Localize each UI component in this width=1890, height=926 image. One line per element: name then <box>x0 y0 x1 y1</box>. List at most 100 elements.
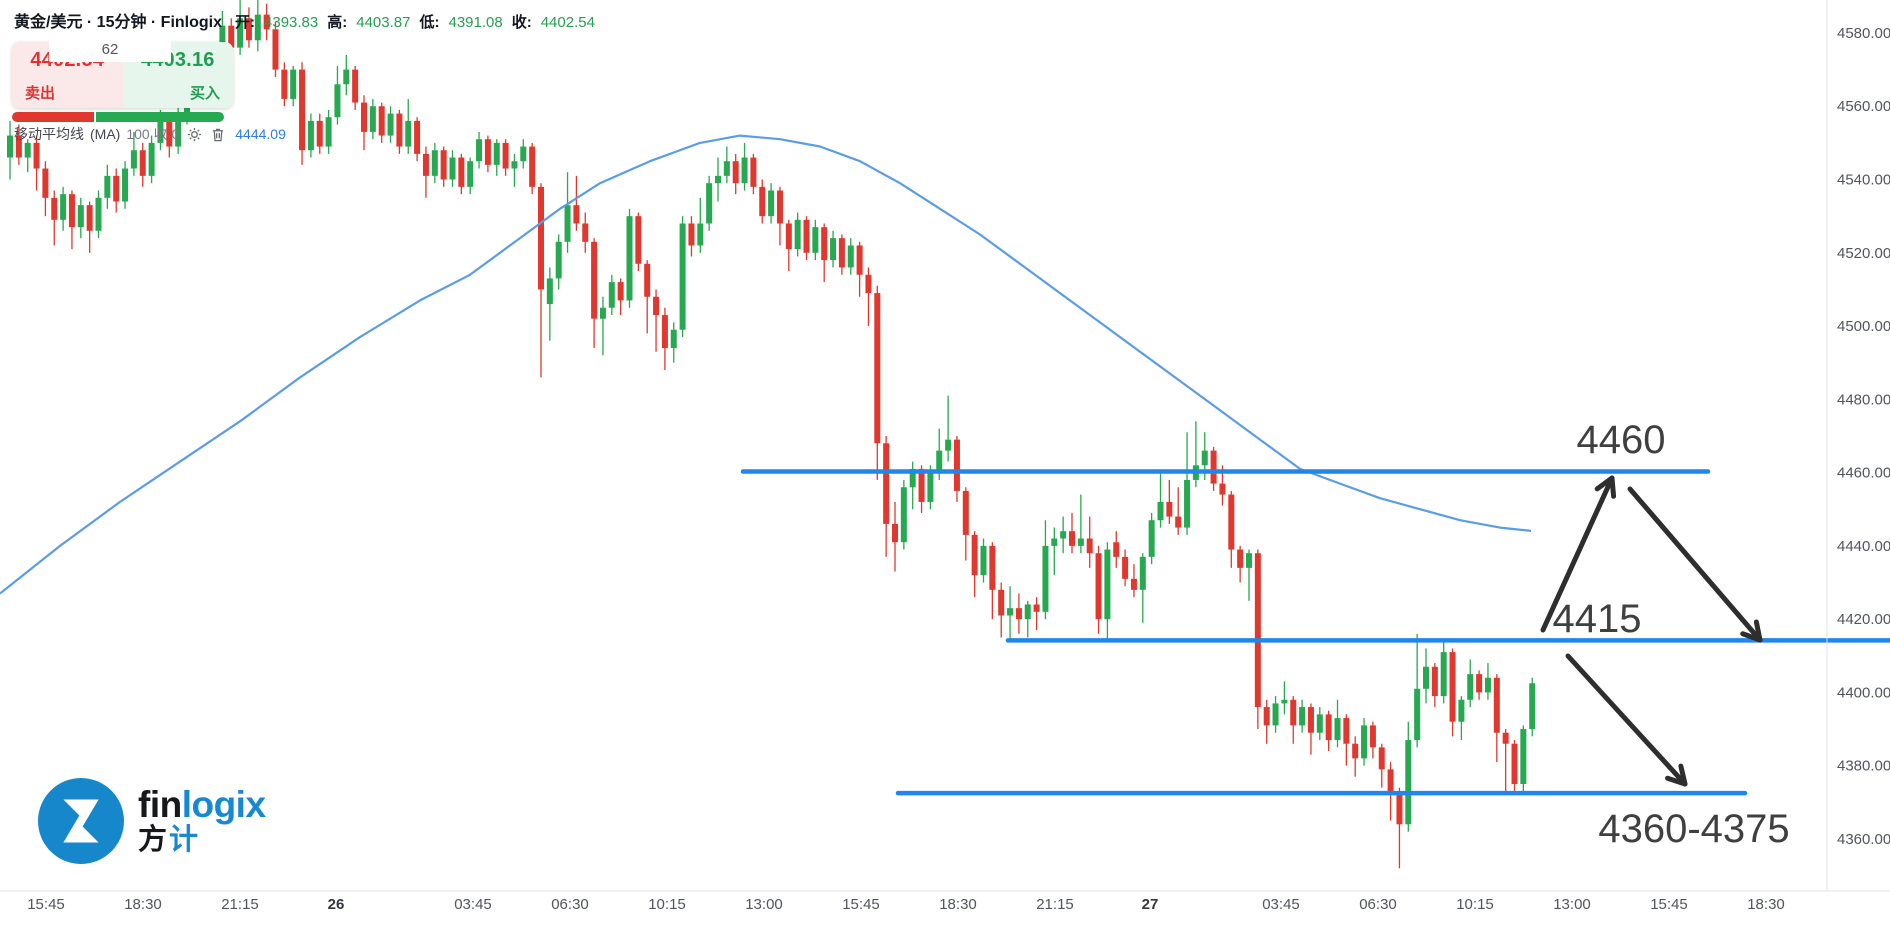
candle <box>15 124 22 165</box>
candle <box>484 135 491 173</box>
annotation-4415[interactable]: 4415 <box>1553 597 1642 641</box>
candle <box>1077 494 1084 554</box>
candle <box>166 117 173 158</box>
annotation-4360-4375[interactable]: 4360-4375 <box>1598 807 1789 851</box>
indicator-row: 移动平均线 (MA) 100 收 0 4444.09 <box>14 124 286 144</box>
candle <box>661 307 668 371</box>
candle <box>617 278 624 316</box>
candle <box>334 65 341 125</box>
candle <box>1467 659 1474 708</box>
candle <box>77 197 84 239</box>
candle <box>1493 674 1500 763</box>
candle <box>1166 479 1173 524</box>
candle <box>980 538 987 583</box>
trash-icon[interactable] <box>209 125 227 143</box>
candle <box>715 157 721 202</box>
logo-word-fin: fin <box>138 784 182 826</box>
candle <box>723 146 730 184</box>
candle <box>352 65 359 110</box>
candle <box>591 238 598 349</box>
arrow-down-from-4460[interactable] <box>1627 486 1763 643</box>
candle <box>493 139 500 176</box>
candle <box>60 186 67 231</box>
high-label: 高: <box>327 14 348 31</box>
candle <box>1281 681 1288 715</box>
candle <box>812 219 819 261</box>
sell-label: 卖出 <box>25 85 56 102</box>
indicator-params: 100 收 0 <box>126 126 180 142</box>
candle <box>555 234 562 290</box>
annotation-4460[interactable]: 4460 <box>1577 418 1666 462</box>
candle <box>821 223 828 283</box>
candle <box>945 395 952 462</box>
candle <box>422 146 429 198</box>
time-axis-label: 06:30 <box>1359 896 1397 913</box>
sentiment-gauge <box>12 112 224 122</box>
price-axis-label: 4460.00 <box>1837 465 1890 482</box>
time-axis-label: 21:15 <box>221 896 259 913</box>
arrow-up-to-4460[interactable] <box>1540 475 1617 633</box>
candle <box>626 208 633 308</box>
candle <box>458 153 465 195</box>
time-axis[interactable]: 15:45 18:30 21:15 26 03:45 06:30 10:15 13:00 15:… <box>27 896 1785 913</box>
candle <box>794 212 801 257</box>
candle <box>1316 707 1323 741</box>
price-axis-label: 4520.00 <box>1837 245 1890 262</box>
candle <box>900 479 907 550</box>
candle <box>440 146 447 187</box>
buy-button[interactable]: 4403.16 <box>122 42 233 108</box>
candle <box>316 113 323 154</box>
finlogix-logo-icon <box>38 778 124 864</box>
candle <box>1361 718 1368 766</box>
candle <box>1148 512 1155 565</box>
high-value: 4403.87 <box>356 14 411 31</box>
candle <box>688 216 695 257</box>
candle <box>1272 696 1279 733</box>
candle <box>113 168 120 213</box>
candle <box>1405 721 1412 832</box>
ma-line[interactable] <box>0 134 1532 595</box>
candle <box>237 0 244 55</box>
candle <box>1130 564 1137 598</box>
candle <box>1529 677 1536 737</box>
candle <box>635 212 642 272</box>
gear-icon[interactable] <box>185 125 203 143</box>
candle <box>785 219 792 272</box>
candle <box>1263 699 1270 744</box>
candle <box>803 216 810 261</box>
candle <box>387 106 394 143</box>
candle <box>130 131 137 176</box>
candle <box>697 197 704 253</box>
candle <box>343 54 350 96</box>
price-axis[interactable]: 4580.00 4560.00 4540.00 4520.00 4500.00 4480.… <box>1837 25 1890 848</box>
open-value: 4393.83 <box>264 14 319 31</box>
candle <box>732 153 739 195</box>
candle <box>431 142 438 184</box>
price-axis-label: 4480.00 <box>1837 391 1890 408</box>
candle <box>582 212 589 253</box>
candle <box>971 531 978 598</box>
time-axis-label: 18:30 <box>124 896 162 913</box>
candle <box>1414 633 1421 748</box>
candle <box>1015 593 1022 634</box>
time-axis-label: 06:30 <box>551 896 589 913</box>
candle <box>378 102 385 143</box>
candle <box>1175 487 1182 535</box>
arrow-down-to-4375[interactable] <box>1565 653 1688 787</box>
candle <box>263 3 270 41</box>
candle <box>361 95 367 151</box>
candle <box>1352 736 1359 777</box>
symbol-title[interactable]: 黄金/美元 · 15分钟 · Finlogix <box>14 14 223 31</box>
candle <box>1484 663 1491 700</box>
candle <box>892 501 898 572</box>
time-axis-label: 21:15 <box>1036 896 1074 913</box>
candle <box>148 135 155 184</box>
candle <box>1369 721 1376 759</box>
candle <box>962 487 969 561</box>
candle <box>1431 663 1438 708</box>
candle <box>1139 553 1146 623</box>
candle <box>1246 549 1252 601</box>
candle <box>369 98 376 140</box>
candle <box>325 109 332 154</box>
